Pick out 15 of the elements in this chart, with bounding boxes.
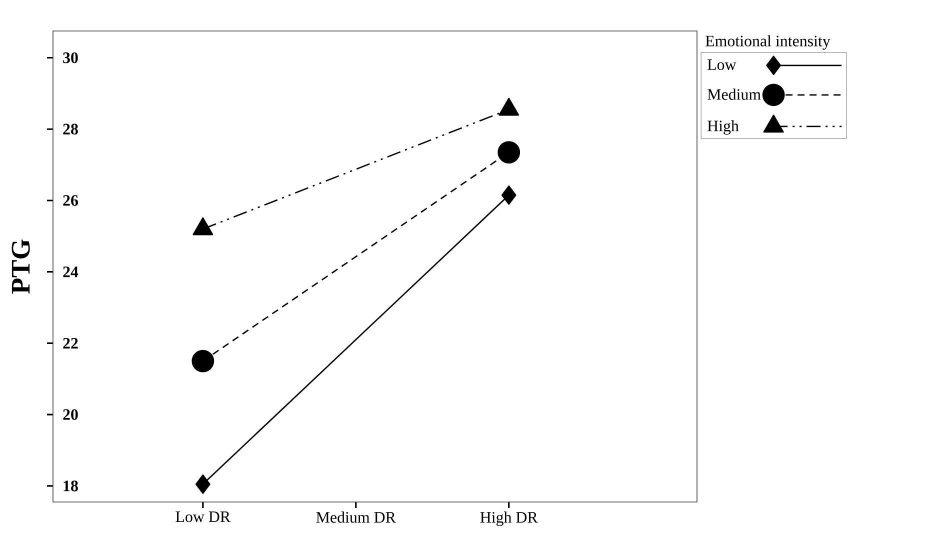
x-tick-label: Medium DR <box>316 512 396 523</box>
y-tick-label: 20 <box>63 409 78 420</box>
y-tick-label: 30 <box>63 52 78 64</box>
y-tick-label: 22 <box>63 338 78 348</box>
y-tick-label: 18 <box>64 480 78 492</box>
legend-label: Medium <box>708 88 761 100</box>
x-tick-label: High DR <box>480 512 538 526</box>
legend-title: Emotional intensity <box>706 35 830 50</box>
y-tick-label: 24 <box>63 266 78 278</box>
x-tick-label: Low DR <box>176 512 231 522</box>
y-tick-label: 26 <box>63 195 78 206</box>
legend-label: High <box>708 120 739 135</box>
legend-label: Low <box>708 59 736 70</box>
y-tick-label: 28 <box>63 124 78 134</box>
y-axis-title: PTG <box>12 240 30 294</box>
